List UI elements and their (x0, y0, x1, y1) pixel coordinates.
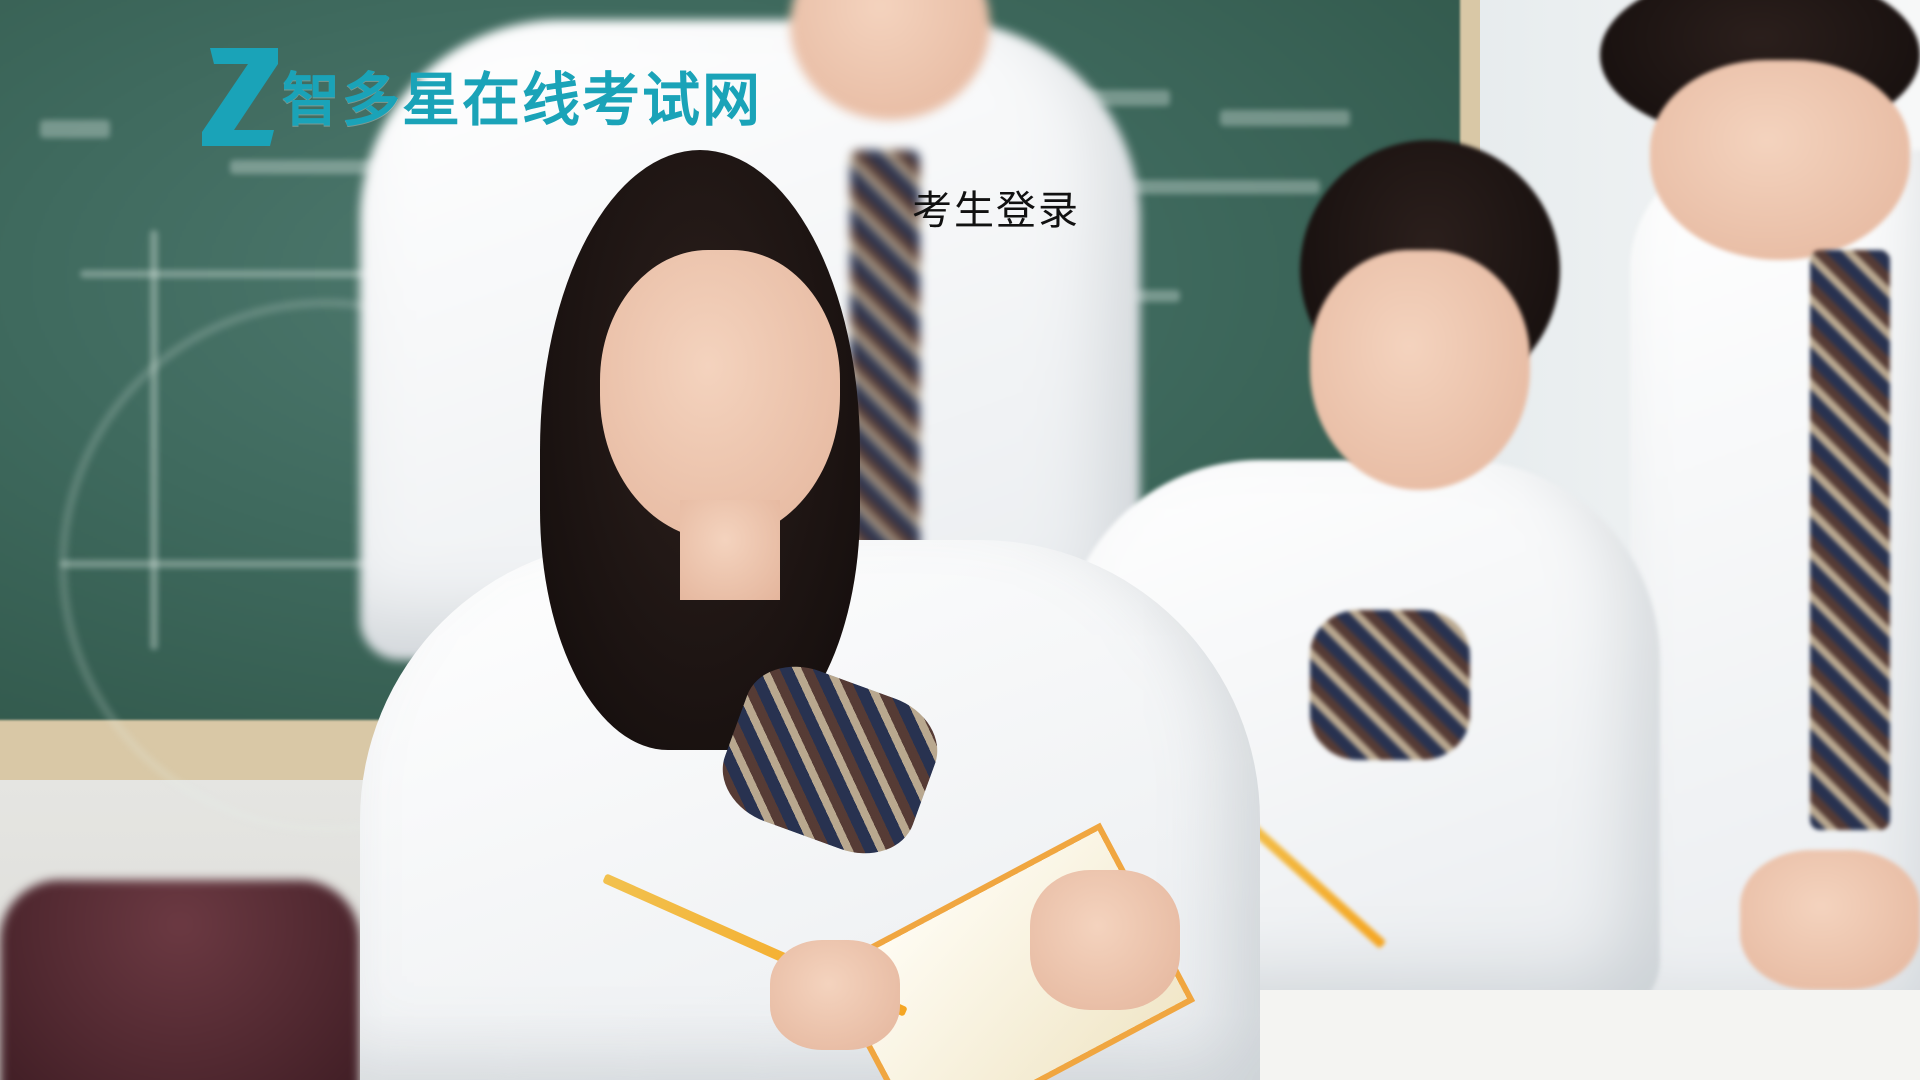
logo-z-glyph (202, 48, 278, 146)
person-face (1650, 60, 1910, 260)
site-title: 智多星在线考试网 (282, 66, 763, 134)
site-logo[interactable]: 智多星在线考试网 (200, 40, 762, 150)
hand (1030, 870, 1180, 1010)
person-neck (680, 500, 780, 600)
hand (770, 940, 900, 1050)
login-heading: 考生登录 (912, 188, 1080, 234)
chalk-mark (230, 160, 390, 174)
chalk-mark (40, 120, 110, 138)
person-face (1310, 250, 1530, 490)
chalk-mark (1220, 110, 1350, 126)
logo-z-icon (200, 40, 280, 150)
bow-tie (1310, 610, 1470, 760)
necktie (1810, 250, 1890, 830)
chalk-mark (80, 270, 440, 278)
hand (1740, 850, 1920, 990)
desk (1200, 990, 1920, 1080)
chair (0, 880, 360, 1080)
chalk-mark (1120, 180, 1320, 194)
person-face (600, 250, 840, 540)
